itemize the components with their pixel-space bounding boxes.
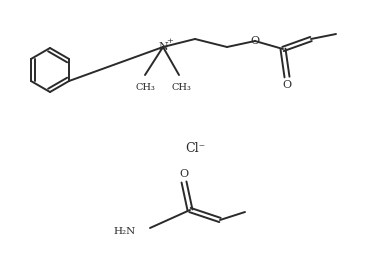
Text: O: O [179, 169, 189, 179]
Text: CH₃: CH₃ [171, 83, 191, 92]
Text: CH₃: CH₃ [135, 83, 155, 92]
Text: O: O [283, 80, 291, 90]
Text: N: N [158, 42, 168, 52]
Text: O: O [251, 36, 259, 46]
Text: H₂N: H₂N [114, 228, 136, 237]
Text: +: + [167, 37, 173, 45]
Text: Cl⁻: Cl⁻ [185, 142, 205, 154]
